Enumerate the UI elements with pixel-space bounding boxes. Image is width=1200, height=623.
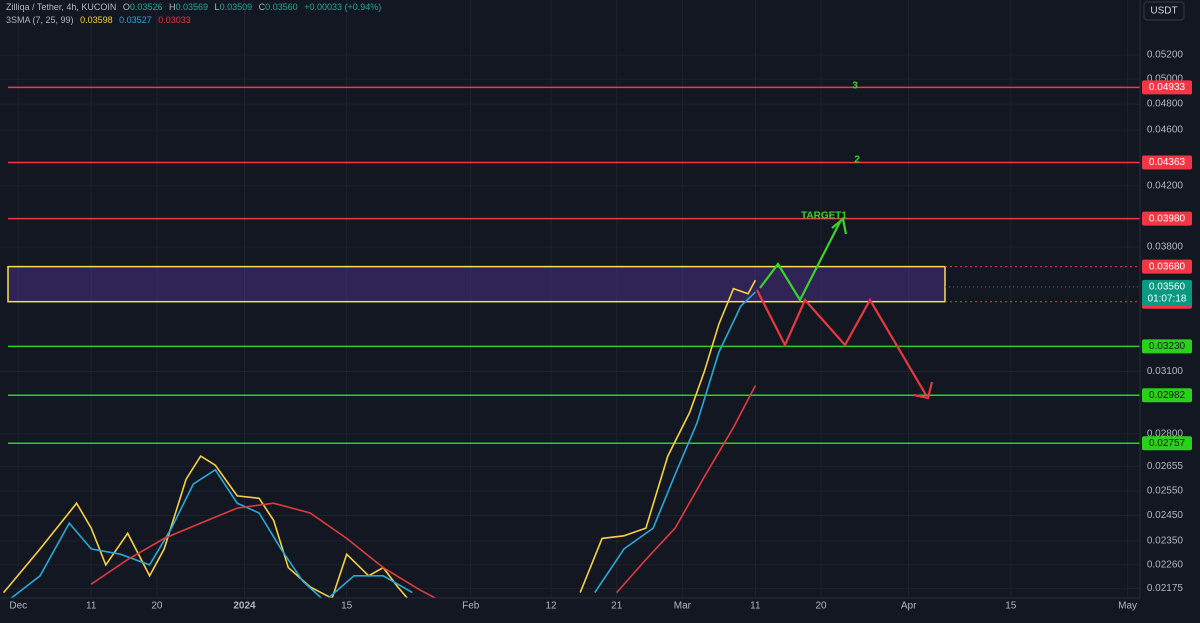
sma-line [2, 279, 757, 598]
price-badge-label: 0.02757 [1149, 438, 1186, 449]
current-price-label: 0.03560 [1149, 282, 1186, 293]
price-badge [1142, 211, 1192, 226]
x-tick-label: Feb [462, 601, 480, 612]
indicator-value: 0.03598 [80, 15, 113, 25]
x-tick-label: 11 [86, 601, 97, 612]
x-tick-label: 11 [750, 601, 761, 612]
ohlc-value: 0.03509 [220, 2, 253, 12]
annotation: TARGET1 [801, 211, 847, 222]
y-tick-label: 0.03800 [1147, 242, 1184, 253]
price-badge [1142, 436, 1192, 451]
x-tick-label: 21 [611, 601, 623, 612]
ohlc-value: 0.03569 [175, 2, 208, 12]
indicator: 3SMA (7, 25, 99) [6, 15, 74, 25]
indicator-value: 0.03527 [119, 15, 152, 25]
x-tick-label: Apr [901, 601, 917, 612]
ohlc-label: C [259, 2, 266, 12]
countdown: 01:07:18 [1148, 294, 1187, 305]
x-tick-label: 20 [151, 601, 163, 612]
y-tick-label: 0.02550 [1147, 486, 1184, 497]
price-badge [1142, 80, 1192, 95]
ohlc-value: 0.03560 [265, 2, 298, 12]
y-tick-label: 0.05200 [1147, 50, 1184, 61]
x-tick-label: 15 [1005, 601, 1017, 612]
indicator-value: 0.03033 [158, 15, 191, 25]
y-tick-label: 0.03100 [1147, 366, 1184, 377]
price-badge-label: 0.04933 [1149, 82, 1186, 93]
ohlc-label: L [215, 2, 220, 12]
current-price-badge [1142, 279, 1192, 306]
price-badge-label: 0.04363 [1149, 157, 1186, 168]
price-badges: 0.049330.043630.039800.036800.034750.032… [1142, 80, 1192, 451]
y-tick-label: 0.02450 [1147, 510, 1184, 521]
price-badge [1142, 259, 1192, 274]
y-tick-label: 0.02350 [1147, 536, 1184, 547]
y-tick-label: 0.02655 [1147, 461, 1184, 472]
x-tick-label: 15 [341, 601, 353, 612]
price-badge-label: 0.03230 [1149, 341, 1186, 352]
x-tick-label: Mar [674, 601, 692, 612]
price-badge-label: 0.03980 [1149, 213, 1186, 224]
ohlc-value: 0.03526 [130, 2, 163, 12]
y-tick-label: 0.04600 [1147, 125, 1184, 136]
indicator-legend: 3SMA (7, 25, 99) 0.03598 0.03527 0.03033 [6, 15, 191, 25]
price-badge-label: 0.03680 [1149, 261, 1186, 272]
y-tick-label: 0.05000 [1147, 74, 1184, 85]
axes: Dec 11 20 2024 15 Feb 12 21 Mar 11 20 Apr 15 May 0.052… [9, 50, 1183, 612]
green-arrowhead [831, 216, 848, 235]
price-badge [1142, 339, 1192, 354]
y-tick-label: 0.02260 [1147, 560, 1184, 571]
currency-button[interactable] [1143, 1, 1185, 21]
price-badge-label: 0.02982 [1149, 390, 1186, 401]
x-tick-label: Dec [9, 601, 27, 612]
ohlc-label: O [123, 2, 130, 12]
series [2, 279, 757, 598]
green-path [759, 221, 841, 303]
currency[interactable]: USDT [1150, 6, 1177, 17]
y-tick-label: 0.04200 [1147, 180, 1184, 191]
red-arrowhead [913, 381, 934, 400]
y-tick-label: 0.02175 [1147, 583, 1184, 594]
sma-line [10, 291, 756, 598]
grid [0, 0, 1140, 598]
x-tick-label: 2024 [233, 601, 256, 612]
annotation: 2 [854, 155, 860, 166]
x-tick-label: May [1118, 601, 1137, 612]
price-badge [1142, 388, 1192, 403]
symbol: Zilliqa / Tether, 4h, KUCOIN [6, 2, 116, 12]
y-tick-label: 0.04800 [1147, 99, 1184, 110]
annotation: 3 [852, 81, 858, 92]
ohlc-label: H [169, 2, 176, 12]
y-tick-label: 0.02800 [1147, 428, 1184, 439]
price-badge [1142, 155, 1192, 170]
supply-zone [7, 265, 946, 303]
drawings [756, 216, 934, 400]
x-tick-label: 12 [545, 601, 557, 612]
levels [7, 86, 1140, 445]
red-path [756, 289, 927, 396]
change: +0.00033 (+0.94%) [304, 2, 381, 12]
x-tick-label: 20 [816, 601, 828, 612]
symbol-legend: Zilliqa / Tether, 4h, KUCOIN O0.03526 H0… [6, 2, 381, 12]
sma-line [90, 385, 757, 598]
